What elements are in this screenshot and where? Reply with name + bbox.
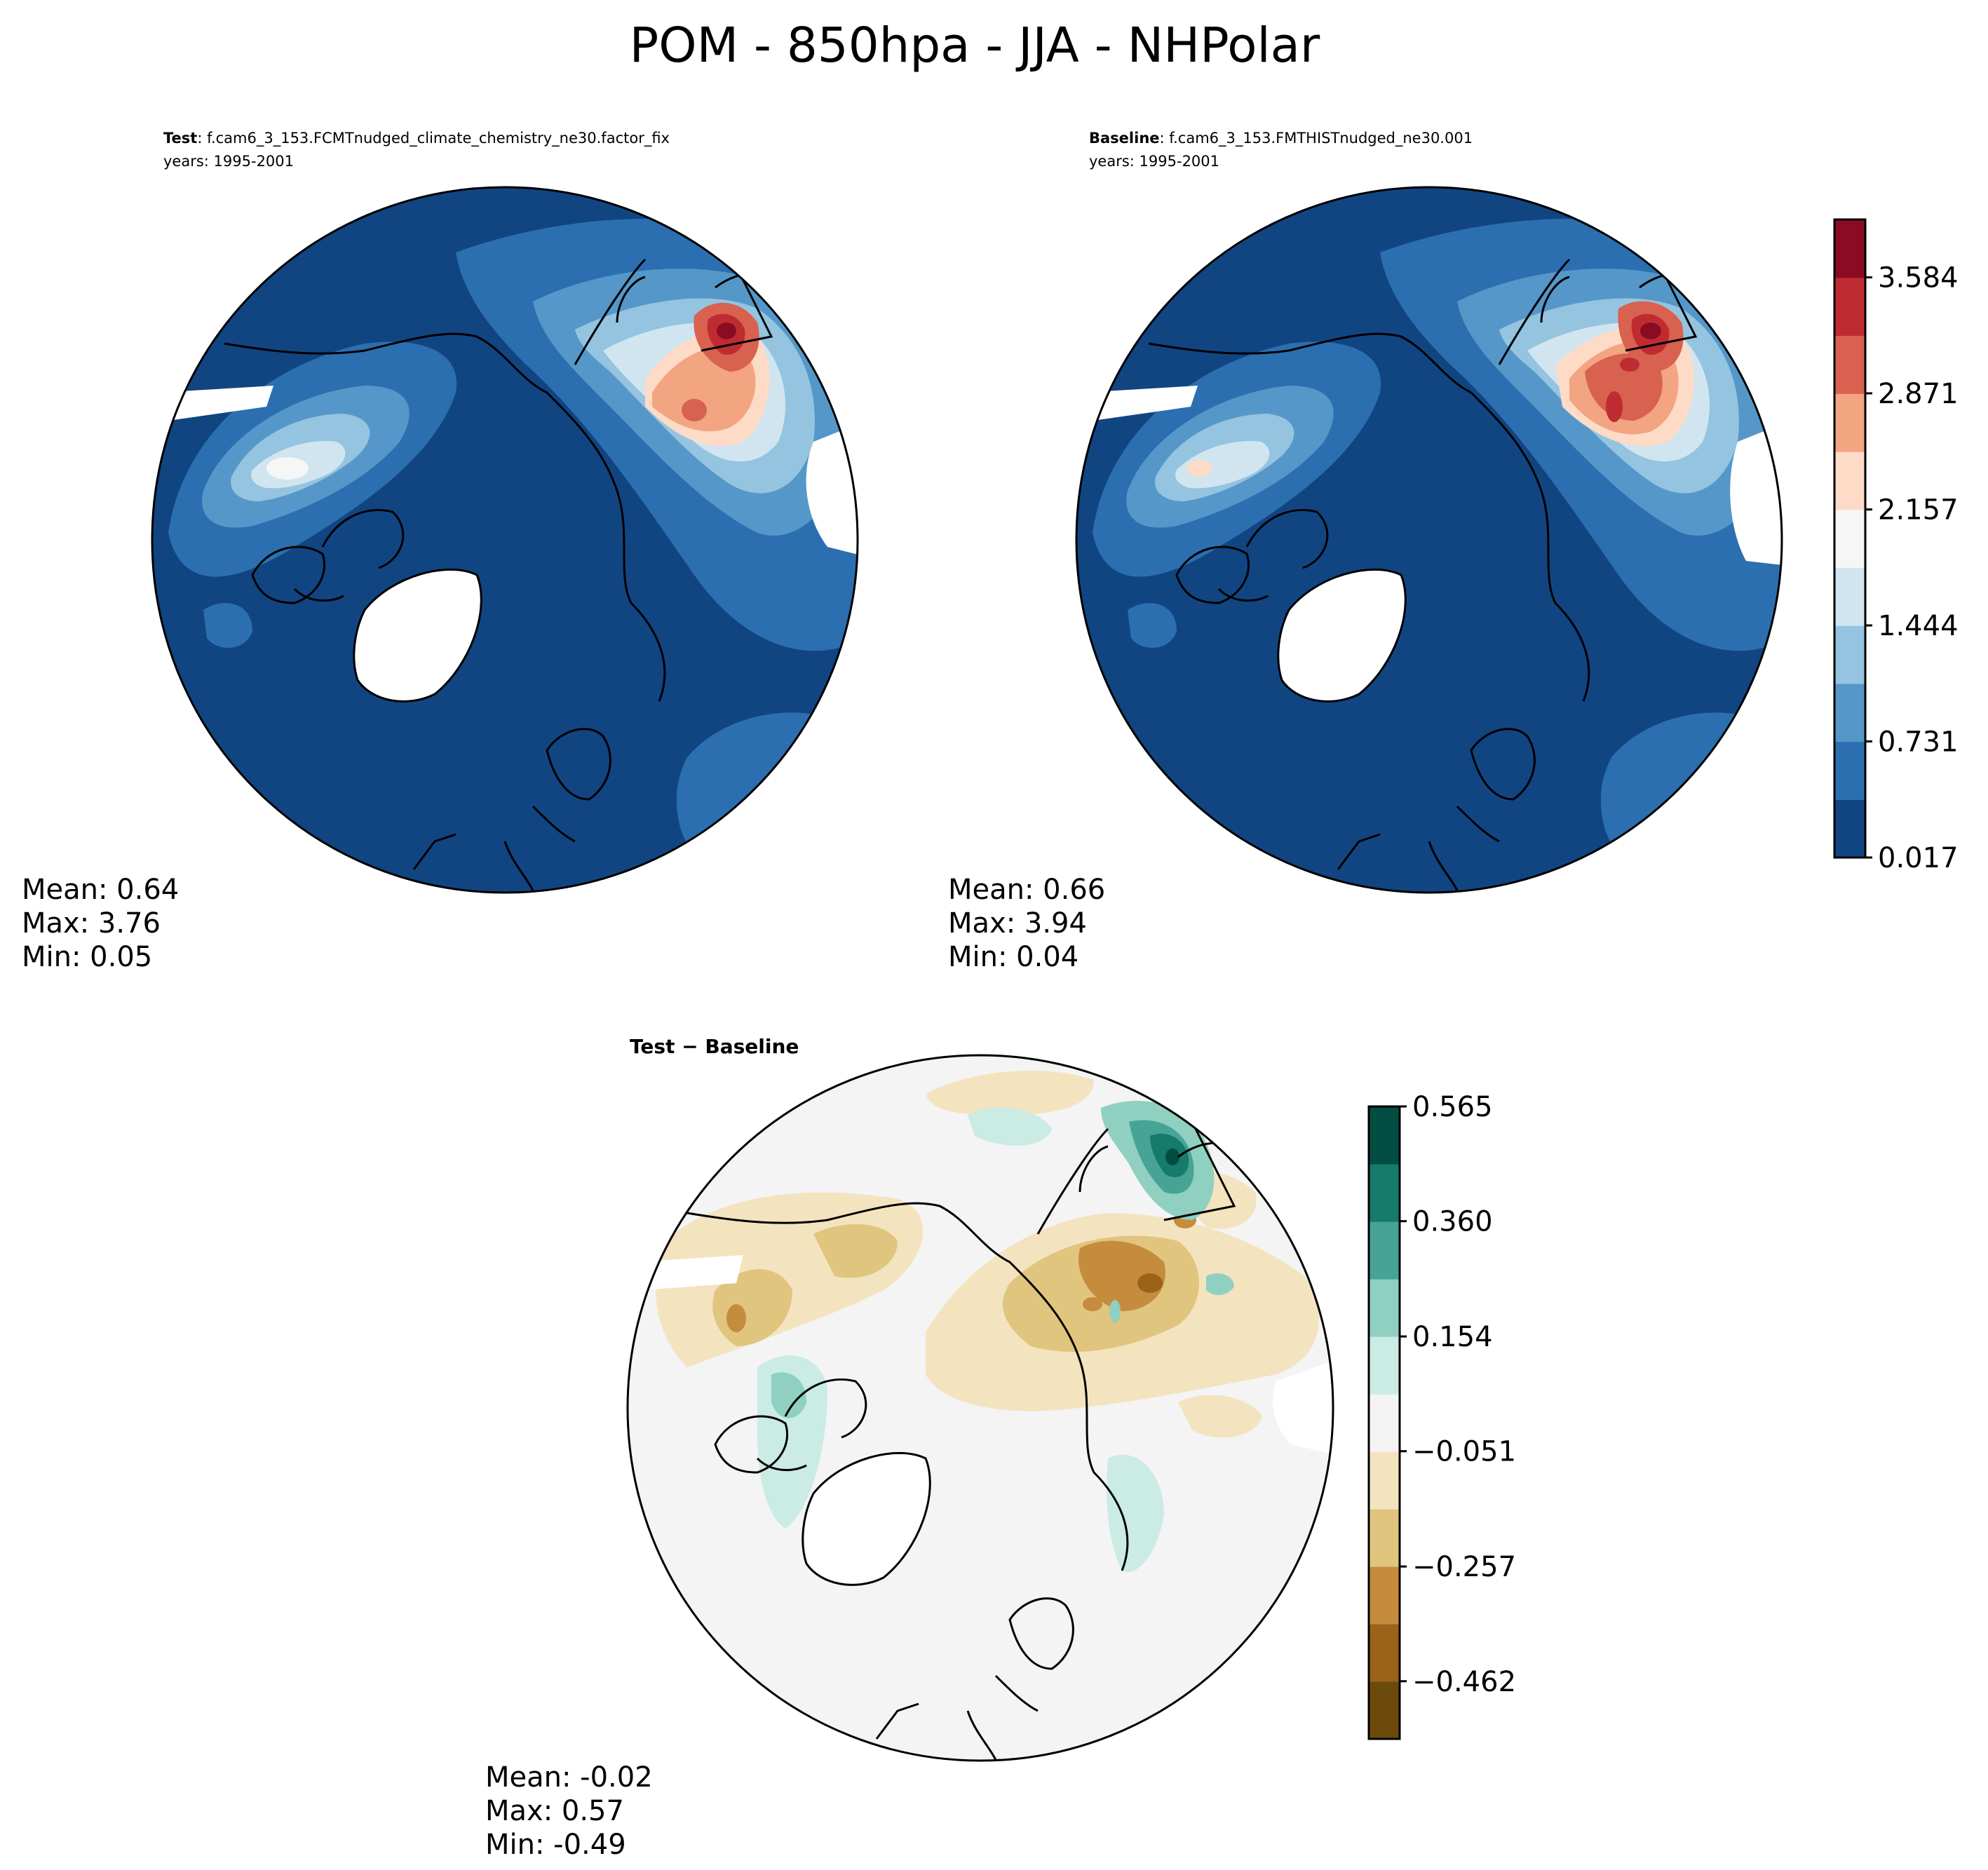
diff-map (628, 1055, 1333, 1761)
colorbar-tick-label: 0.154 (1412, 1321, 1493, 1353)
colorbar-swatch (1834, 393, 1865, 452)
baseline-mean: Mean: 0.66 (948, 874, 1105, 906)
test-years: years: 1995-2001 (163, 153, 294, 170)
colorbar-tick-label: 2.871 (1878, 378, 1959, 410)
test-case-name: : f.cam6_3_153.FCMTnudged_climate_chemis… (197, 130, 670, 147)
colorbar-diff: −0.462 −0.257 −0.051 0.154 0.360 0.565 (1367, 1091, 1516, 1740)
colorbar-swatch (1834, 509, 1865, 568)
colorbar-swatch (1834, 683, 1865, 743)
colorbar-swatch (1369, 1451, 1400, 1510)
colorbar-tick-label: 2.157 (1878, 494, 1959, 527)
colorbar-swatch (1369, 1279, 1400, 1337)
colorbar-swatch (1834, 451, 1865, 510)
colorbar-swatch (1834, 799, 1865, 858)
diff-mean: Mean: -0.02 (485, 1761, 653, 1794)
colorbar-swatch (1834, 741, 1865, 800)
colorbar-swatch (1834, 625, 1865, 684)
baseline-years: years: 1995-2001 (1089, 153, 1219, 170)
colorbar-tick-label: 0.565 (1412, 1091, 1493, 1123)
colorbar-swatch (1369, 1566, 1400, 1625)
colorbar-tick-label: −0.257 (1412, 1551, 1516, 1583)
test-map-frame (151, 186, 859, 894)
panel-baseline: Baseline: f.cam6_3_153.FMTHISTnudged_ne3… (948, 130, 1959, 973)
baseline-map-frame (1075, 186, 1783, 894)
test-mean: Mean: 0.64 (22, 874, 179, 906)
colorbar-swatch (1369, 1336, 1400, 1395)
colorbar-main: 0.017 0.731 1.444 2.157 2.871 3.584 (1833, 218, 1959, 874)
diff-max: Max: 0.57 (485, 1795, 624, 1827)
colorbar-frame (1367, 1105, 1401, 1740)
baseline-min: Min: 0.04 (948, 941, 1078, 973)
colorbar-tick-label: 0.360 (1412, 1206, 1493, 1238)
colorbar-swatch (1369, 1509, 1400, 1567)
colorbar-tick-label: −0.051 (1412, 1436, 1516, 1468)
colorbar-tick-label: 0.017 (1878, 842, 1959, 874)
colorbar-swatch (1369, 1394, 1400, 1452)
colorbar-swatch (1369, 1221, 1400, 1280)
colorbar-swatch (1369, 1681, 1400, 1740)
baseline-max: Max: 3.94 (948, 907, 1087, 940)
colorbar-tick-label: −0.462 (1412, 1666, 1516, 1698)
panel-test: Test: f.cam6_3_153.FCMTnudged_climate_ch… (22, 130, 859, 973)
baseline-header: Baseline: f.cam6_3_153.FMTHISTnudged_ne3… (1089, 130, 1473, 147)
test-min: Min: 0.05 (22, 941, 152, 973)
colorbar-swatch (1369, 1164, 1400, 1222)
colorbar-tick-label: 1.444 (1878, 610, 1959, 642)
colorbar-tick-label: 3.584 (1878, 262, 1959, 294)
test-header: Test: f.cam6_3_153.FCMTnudged_climate_ch… (163, 130, 670, 147)
colorbar-swatch (1834, 335, 1865, 394)
baseline-case-name: : f.cam6_3_153.FMTHISTnudged_ne30.001 (1160, 130, 1473, 147)
baseline-map (1076, 187, 1782, 893)
colorbar-swatch (1834, 219, 1865, 278)
colorbar-tick-label: 0.731 (1878, 726, 1959, 758)
diff-map-frame (626, 1054, 1334, 1762)
test-label: Test (163, 130, 197, 147)
colorbar-swatch (1369, 1106, 1400, 1165)
diff-min: Min: -0.49 (485, 1829, 626, 1861)
baseline-label: Baseline (1089, 130, 1160, 147)
diff-coastlines (687, 1121, 1243, 1761)
colorbar-swatch (1834, 567, 1865, 626)
panel-diff: Test − Baseline (485, 1035, 1516, 1861)
colorbar-swatch (1834, 277, 1865, 337)
test-coastlines (224, 252, 780, 891)
test-map (152, 187, 858, 893)
colorbar-frame (1833, 218, 1867, 859)
colorbar-swatch (1369, 1624, 1400, 1682)
test-max: Max: 3.76 (22, 907, 161, 940)
figure-title: POM - 850hpa - JJA - NHPolar (630, 18, 1320, 74)
diff-title: Test − Baseline (630, 1035, 799, 1058)
